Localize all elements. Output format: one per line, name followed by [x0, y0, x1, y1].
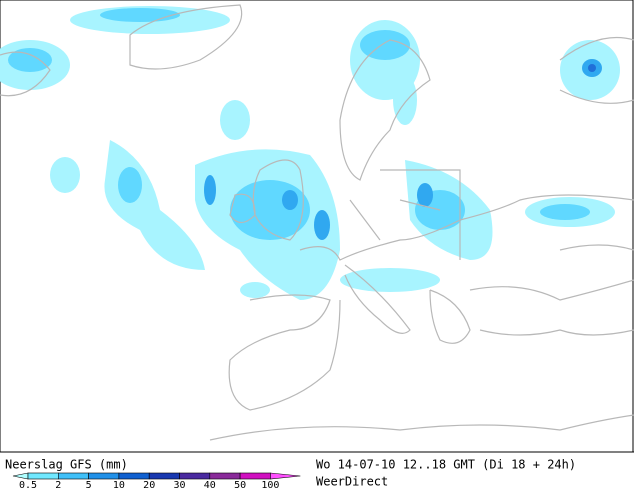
colorbar-label: 2: [55, 480, 61, 490]
coastlines: [0, 4, 634, 441]
colorbar-label: 0.5: [19, 480, 37, 490]
colorbar-arrow: [270, 472, 301, 480]
colorbar-label: 10: [113, 480, 125, 490]
colorbar-swatch: [27, 472, 59, 480]
source: WeerDirect: [316, 475, 388, 489]
legend-title: Neerslag GFS (mm): [5, 458, 128, 472]
colorbar-label: 5: [86, 480, 92, 490]
colorbar-label: 30: [173, 480, 185, 490]
colorbar-arrow: [12, 472, 29, 480]
precipitation: [0, 6, 620, 300]
colorbar: 0.5 2 5 10 20 30 40 50 100: [12, 472, 301, 490]
colorbar-swatch: [148, 472, 180, 480]
map: [0, 0, 634, 453]
colorbar-swatch: [88, 472, 120, 480]
colorbar-swatch: [57, 472, 89, 480]
colorbar-label: 50: [234, 480, 246, 490]
valid-time: Wo 14-07-10 12..18 GMT (Di 18 + 24h): [316, 458, 576, 472]
colorbar-swatch: [118, 472, 150, 480]
colorbar-label: 20: [143, 480, 155, 490]
colorbar-swatch: [209, 472, 241, 480]
colorbar-swatch: [239, 472, 271, 480]
colorbar-swatch: [179, 472, 211, 480]
colorbar-label: 100: [261, 480, 279, 490]
colorbar-label: 40: [204, 480, 216, 490]
